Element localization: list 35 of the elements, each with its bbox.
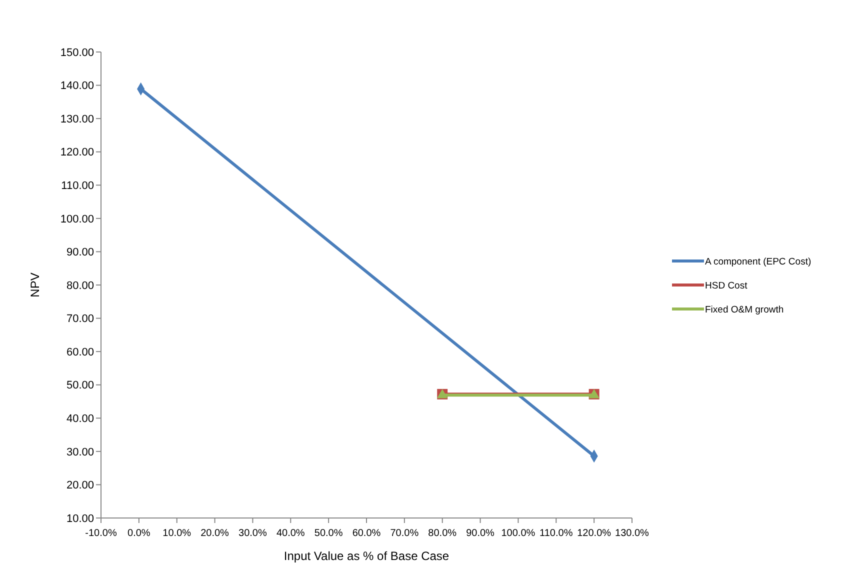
y-tick-label: 70.00 — [66, 313, 94, 326]
y-tick-label: 10.00 — [66, 512, 94, 525]
y-tick-label: 100.00 — [60, 213, 94, 226]
y-tick-label: 150.00 — [60, 46, 94, 59]
x-axis-title: Input Value as % of Base Case — [284, 549, 450, 563]
x-tick-label: 0.0% — [128, 528, 150, 539]
x-tick-label: 30.0% — [238, 528, 267, 539]
x-tick-label: 40.0% — [276, 528, 305, 539]
x-tick-label: 60.0% — [352, 528, 381, 539]
x-tick-label: 50.0% — [314, 528, 343, 539]
legend-label: Fixed O&M growth — [705, 304, 784, 316]
x-tick-label: 20.0% — [200, 528, 230, 539]
x-tick-label: 80.0% — [428, 528, 457, 539]
y-tick-label: 40.00 — [66, 412, 94, 425]
x-tick-label: 90.0% — [466, 528, 495, 539]
y-tick-label: 90.00 — [66, 246, 94, 259]
x-tick-label: 100.0% — [501, 528, 536, 539]
y-tick-label: 80.00 — [66, 280, 94, 292]
x-tick-label: 130.0% — [615, 528, 650, 539]
y-tick-label: 110.00 — [61, 180, 94, 192]
y-tick-label: 60.00 — [66, 346, 94, 358]
x-tick-label: 120.0% — [577, 528, 612, 539]
y-tick-label: 30.00 — [66, 446, 94, 458]
y-tick-label: 20.00 — [66, 480, 94, 492]
x-tick-label: -10.0% — [85, 528, 117, 539]
y-tick-label: 130.00 — [60, 113, 94, 126]
x-tick-label: 10.0% — [162, 528, 192, 539]
y-axis-title: NPV — [28, 272, 42, 298]
x-tick-label: 70.0% — [390, 528, 419, 539]
y-tick-label: 50.00 — [66, 380, 94, 392]
y-tick-label: 140.00 — [60, 80, 94, 92]
legend-label: A component (EPC Cost) — [705, 256, 812, 268]
y-tick-label: 120.00 — [60, 146, 94, 159]
x-tick-label: 110.0% — [540, 528, 573, 539]
legend-label: HSD Cost — [705, 280, 748, 292]
